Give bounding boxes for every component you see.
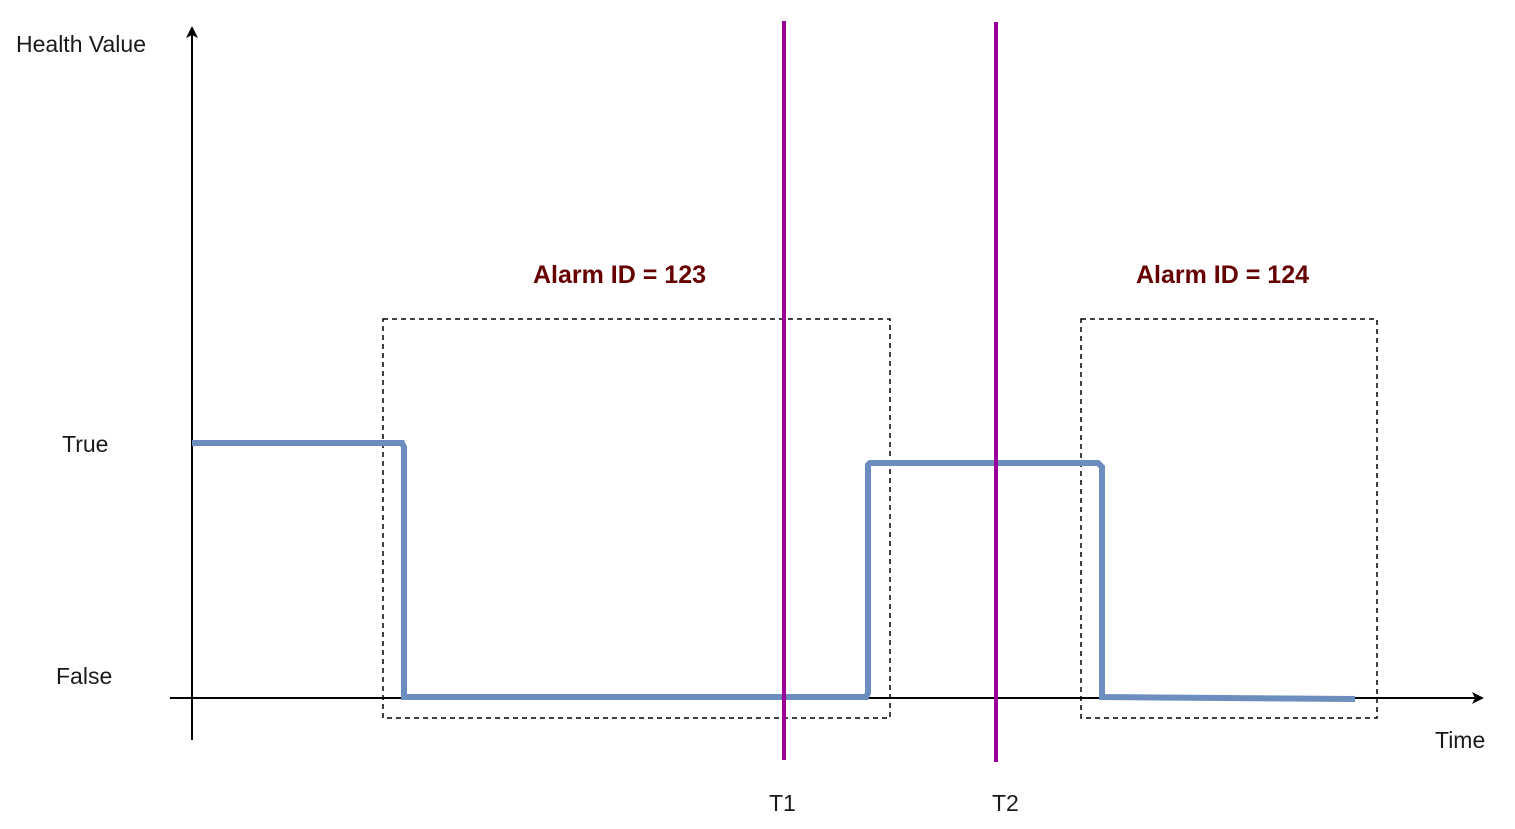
alarm-title-123: Alarm ID = 123 [533, 261, 706, 289]
marker-label-t1: T1 [769, 790, 796, 816]
alarm-box-124 [1080, 318, 1378, 719]
y-axis-label: Health Value [16, 31, 146, 57]
true-level-label: True [62, 431, 108, 457]
x-axis-label: Time [1435, 727, 1485, 753]
health-signal-line [192, 440, 1356, 702]
marker-label-t2: T2 [992, 790, 1019, 816]
alarm-box-123 [382, 318, 891, 719]
alarm-title-124: Alarm ID = 124 [1136, 261, 1309, 289]
false-level-label: False [56, 663, 112, 689]
